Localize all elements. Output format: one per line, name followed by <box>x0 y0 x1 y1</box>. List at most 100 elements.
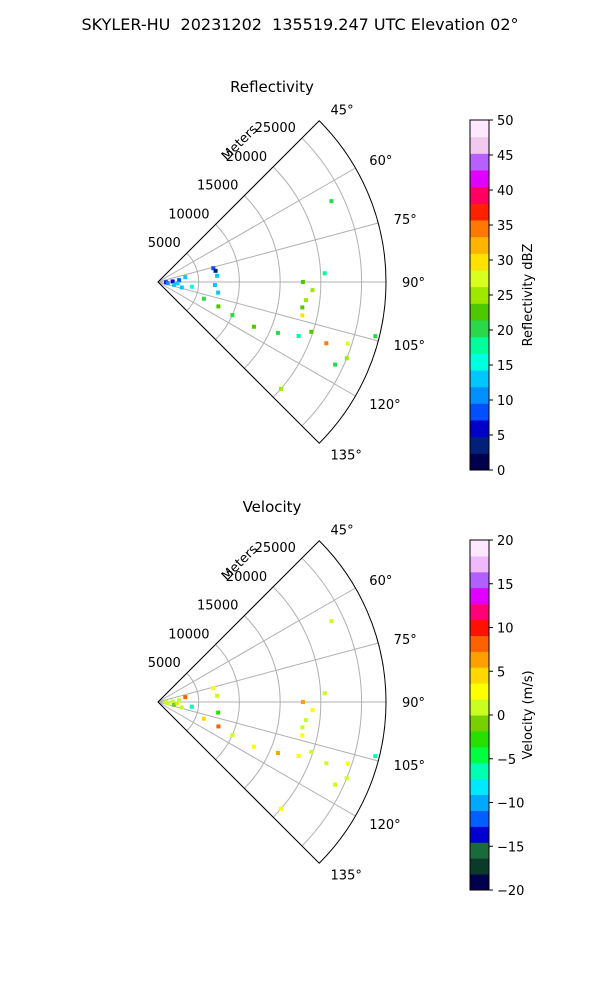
colorbar-swatch <box>470 353 489 371</box>
echo-gate <box>251 744 256 749</box>
colorbar-swatch <box>470 403 489 421</box>
colorbar-label: Reflectivity dBZ <box>521 244 536 347</box>
velocity-panel: Velocity 5000 10000 15000 20000 25000 45° 60° 75… <box>148 498 536 899</box>
radial-tick-label: 15000 <box>197 179 238 194</box>
echo-gate <box>344 776 349 781</box>
angular-gridline <box>157 222 379 283</box>
sector-outline <box>157 540 387 864</box>
colorbar-swatch <box>470 842 489 859</box>
echo-gate <box>296 753 301 758</box>
echo-gate <box>329 619 334 624</box>
angle-tick-label: 45° <box>331 523 354 538</box>
colorbar-swatch <box>470 120 489 138</box>
colorbar-tick-label: 25 <box>497 289 514 304</box>
echo-gate <box>179 705 184 710</box>
colorbar-tick-label: 0 <box>497 709 505 724</box>
figure-title: SKYLER-HU 20231202 135519.247 UTC Elevat… <box>81 15 519 34</box>
colorbar-swatch <box>470 136 489 154</box>
colorbar-swatch <box>470 603 489 621</box>
colorbar-swatch <box>470 746 489 764</box>
colorbar-tick-label: −5 <box>497 753 516 768</box>
echo-gate <box>170 279 175 284</box>
echo-gate <box>216 304 221 309</box>
colorbar-swatch <box>470 715 489 732</box>
radial-tick-label: 20000 <box>226 150 267 165</box>
echo-gate <box>309 329 314 334</box>
echo-gate <box>300 313 305 318</box>
echo-gate <box>230 313 235 318</box>
echo-gate <box>170 699 175 704</box>
echo-gate <box>278 806 283 811</box>
colorbar-swatch <box>470 699 489 716</box>
colorbar-tick-label: 10 <box>497 622 514 637</box>
colorbar-tick-label: 20 <box>497 534 514 549</box>
echo-gate <box>345 341 350 346</box>
echo-gate <box>303 718 308 723</box>
echo-gate <box>211 686 216 691</box>
colorbar-swatch <box>470 320 489 338</box>
angle-tick-label: 135° <box>331 449 362 464</box>
colorbar-tick-label: 5 <box>497 429 505 444</box>
colorbar-tick-label: 30 <box>497 254 514 269</box>
colorbar-tick-label: 15 <box>497 359 514 374</box>
echo-gate <box>322 691 327 696</box>
angle-tick-label: 90° <box>402 276 425 291</box>
radial-tick-label: 15000 <box>197 599 238 614</box>
radial-tick-label: 10000 <box>168 207 209 222</box>
echo-gate <box>303 298 308 303</box>
colorbar-swatch <box>470 730 489 748</box>
reflectivity-panel: Reflectivity 5000 10000 15000 20000 25000 45° 6… <box>148 78 536 479</box>
angular-gridline <box>157 587 356 703</box>
echo-gate <box>230 733 235 738</box>
colorbar-swatch <box>470 436 489 454</box>
angular-gridline <box>157 281 356 397</box>
angle-tick-label: 120° <box>369 818 400 833</box>
echo-gate <box>215 693 220 698</box>
angle-tick-label: 90° <box>402 696 425 711</box>
echo-gate <box>211 266 216 271</box>
colorbar-tick-label: 45 <box>497 149 514 164</box>
colorbar-swatch <box>470 236 489 254</box>
echo-gate <box>201 716 206 721</box>
chart-title: Velocity <box>243 498 302 516</box>
angle-tick-label: 75° <box>394 633 417 648</box>
angular-gridline <box>157 642 379 703</box>
echo-gate <box>189 284 194 289</box>
colorbar-swatch <box>470 286 489 304</box>
colorbar-tick-label: 10 <box>497 394 514 409</box>
colorbar-swatch <box>470 826 489 843</box>
echo-gate <box>183 275 188 280</box>
colorbar-swatch <box>470 874 489 891</box>
colorbar-swatch <box>470 370 489 388</box>
colorbar-swatch <box>470 635 489 652</box>
echo-gate <box>189 704 194 709</box>
echo-gate <box>215 273 220 278</box>
angle-tick-label: 105° <box>394 339 425 354</box>
echo-gate <box>300 700 305 704</box>
angle-tick-label: 120° <box>369 398 400 413</box>
echo-gate <box>216 710 221 715</box>
colorbar-swatch <box>470 220 489 238</box>
echo-gate <box>216 290 221 295</box>
echo-gate <box>344 356 349 361</box>
colorbar-tick-label: 35 <box>497 219 514 234</box>
colorbar-tick-label: 5 <box>497 665 505 680</box>
colorbar-swatch <box>470 253 489 271</box>
echo-gate <box>345 761 350 766</box>
echo-gate <box>333 782 338 787</box>
echo-gate <box>212 282 217 287</box>
radial-tick-label: 10000 <box>168 627 209 642</box>
echo-gate <box>278 386 283 391</box>
colorbar-swatch <box>470 571 489 589</box>
echo-gate <box>310 708 315 713</box>
colorbar-swatch <box>470 540 489 557</box>
angular-gridline <box>157 701 379 762</box>
colorbar-tick-label: 0 <box>497 464 505 479</box>
colorbar-swatch <box>470 555 489 573</box>
colorbar-swatch <box>470 170 489 188</box>
colorbar-swatch <box>470 303 489 321</box>
colorbar-tick-label: 50 <box>497 114 514 129</box>
echo-gate <box>309 749 314 754</box>
echo-gate <box>172 702 177 707</box>
colorbar-swatch <box>470 153 489 171</box>
